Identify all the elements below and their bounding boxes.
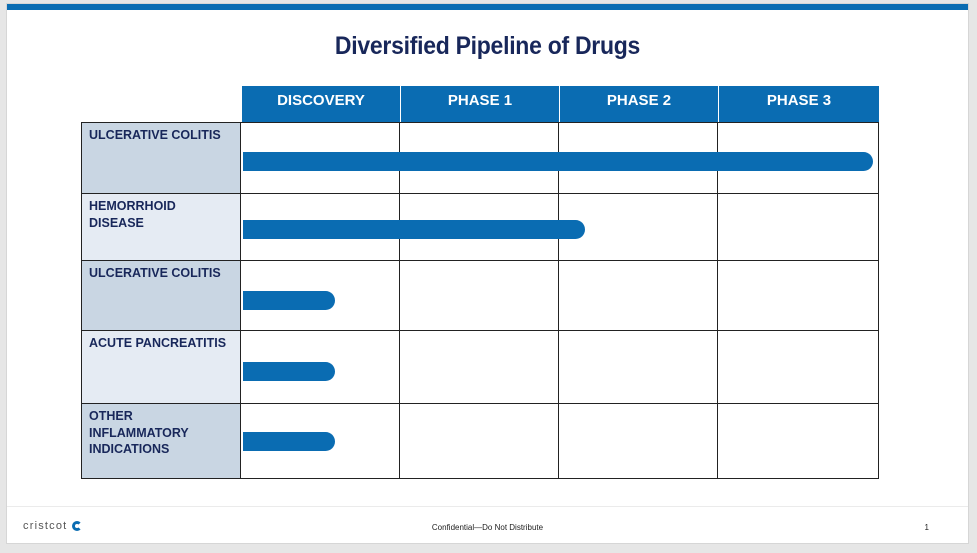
logo-mark-icon bbox=[72, 521, 83, 531]
phase-header-discovery: DISCOVERY bbox=[241, 86, 400, 122]
slide-title: Diversified Pipeline of Drugs bbox=[334, 32, 641, 60]
phase-header-phase-2: PHASE 2 bbox=[559, 86, 718, 122]
progress-bar-ulcerative-colitis-2 bbox=[243, 291, 335, 310]
slide: Diversified Pipeline of Drugs DISCOVERY … bbox=[6, 3, 969, 544]
phase-header-phase-3: PHASE 3 bbox=[718, 86, 879, 122]
progress-bar-other-inflammatory-indications bbox=[243, 432, 335, 451]
header-blank-cell bbox=[81, 86, 241, 122]
row-label-ulcerative-colitis-2: ULCERATIVE COLITIS bbox=[81, 261, 241, 331]
progress-bar-acute-pancreatitis bbox=[243, 362, 335, 381]
company-logo: cristcot bbox=[23, 520, 83, 532]
row-5-cell-phase-3 bbox=[718, 404, 879, 479]
row-4-cell-phase-2 bbox=[559, 331, 718, 404]
phase-header-phase-1: PHASE 1 bbox=[400, 86, 559, 122]
row-2-cell-phase-3 bbox=[718, 194, 879, 261]
top-accent-bar bbox=[7, 4, 968, 10]
confidential-notice: Confidential—Do Not Distribute bbox=[431, 523, 544, 532]
row-5-cell-phase-2 bbox=[559, 404, 718, 479]
logo-text: cristcot bbox=[23, 520, 68, 532]
row-2-cell-phase-2 bbox=[559, 194, 718, 261]
row-label-ulcerative-colitis: ULCERATIVE COLITIS bbox=[81, 122, 241, 194]
page-number: 1 bbox=[924, 523, 929, 532]
row-4-cell-phase-1 bbox=[400, 331, 559, 404]
progress-bar-hemorrhoid-disease bbox=[243, 220, 585, 239]
progress-bar-ulcerative-colitis bbox=[243, 152, 873, 171]
row-label-acute-pancreatitis: ACUTE PANCREATITIS bbox=[81, 331, 241, 404]
row-3-cell-phase-2 bbox=[559, 261, 718, 331]
row-3-cell-phase-1 bbox=[400, 261, 559, 331]
row-5-cell-phase-1 bbox=[400, 404, 559, 479]
row-4-cell-phase-3 bbox=[718, 331, 879, 404]
row-label-hemorrhoid-disease: HEMORRHOID DISEASE bbox=[81, 194, 241, 261]
row-3-cell-phase-3 bbox=[718, 261, 879, 331]
footer-divider bbox=[7, 506, 968, 507]
row-label-other-inflammatory-indications: OTHER INFLAMMATORY INDICATIONS bbox=[81, 404, 241, 479]
